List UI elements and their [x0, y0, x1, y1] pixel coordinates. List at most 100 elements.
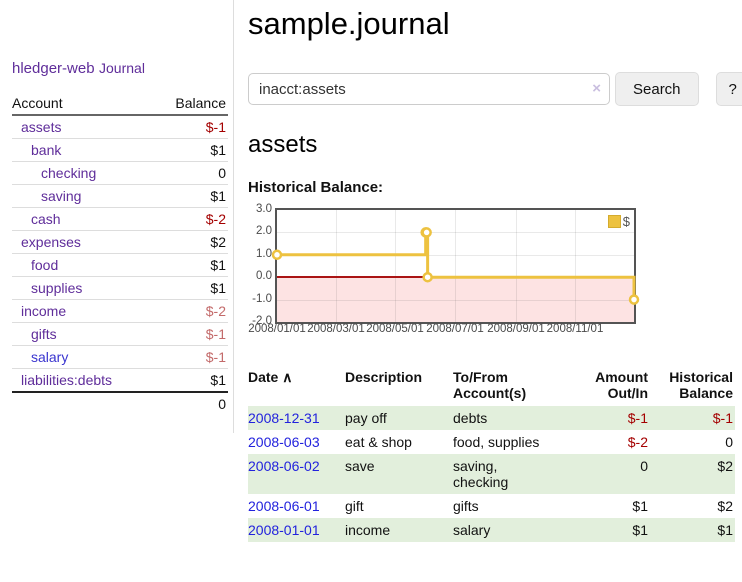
chart-heading: Historical Balance: [248, 179, 384, 196]
account-row-salary: salary $-1 [12, 345, 228, 369]
account-row-gifts: gifts $-1 [12, 322, 228, 346]
account-balance: $-1 [205, 349, 226, 365]
x-tick-label: 2008/03/01 [307, 323, 365, 335]
sidebar: hledger-web Journal Account Balance asse… [0, 0, 234, 433]
account-link-expenses[interactable]: expenses [21, 234, 81, 250]
y-tick-label: 3.0 [256, 203, 272, 215]
register-table: Date ∧ Description To/From Account(s) Am… [248, 366, 735, 542]
y-tick-label: 2.0 [256, 225, 272, 237]
x-tick-label: 2008/11/01 [546, 323, 604, 335]
account-row-saving: saving $1 [12, 184, 228, 208]
transaction-balance: $2 [717, 498, 733, 514]
plot-area: $ [271, 208, 640, 324]
account-balance: $-1 [205, 119, 226, 135]
sort-ascending-icon: ∧ [282, 369, 293, 385]
account-link-liabilities-debts[interactable]: liabilities:debts [21, 372, 113, 388]
gridline [277, 232, 634, 233]
gridline [395, 210, 396, 322]
sidebar-item-journal[interactable]: Journal [99, 60, 145, 76]
y-tick-label: -2.0 [252, 315, 272, 327]
search-form: × Search ? [248, 72, 742, 106]
register-row[interactable]: 2008-01-01 income salary $1 $1 [248, 518, 735, 542]
account-row-liabilities-debts: liabilities:debts $1 [12, 368, 228, 393]
account-row-bank: bank $1 [12, 138, 228, 162]
account-balance: $-2 [205, 211, 226, 227]
account-link-bank[interactable]: bank [31, 142, 62, 158]
legend-label: $ [622, 214, 630, 229]
account-heading: assets [248, 131, 318, 158]
account-balance: $1 [210, 280, 226, 296]
gridline [455, 210, 456, 322]
transaction-balance: $1 [717, 522, 733, 538]
clear-search-icon[interactable]: × [592, 80, 601, 97]
transaction-account-link[interactable]: debts [453, 410, 488, 426]
account-link-assets[interactable]: assets [21, 119, 62, 135]
x-tick-label: 2008/01/01 [248, 323, 306, 335]
transaction-date-link[interactable]: 2008-06-02 [248, 458, 320, 474]
help-button[interactable]: ? [715, 72, 742, 106]
transaction-description: save [345, 458, 375, 474]
account-row-assets: assets $-1 [12, 115, 228, 139]
account-link-income[interactable]: income [21, 303, 67, 319]
transaction-date-link[interactable]: 2008-01-01 [248, 522, 320, 538]
transaction-account-link[interactable]: gifts [453, 498, 479, 514]
transaction-balance: 0 [725, 434, 733, 450]
accounts-total-value: 0 [218, 396, 226, 412]
account-link-salary[interactable]: salary [31, 349, 69, 365]
register-header-amount: Amount Out/In [595, 369, 648, 401]
transaction-description: income [345, 522, 391, 538]
account-link-supplies[interactable]: supplies [31, 280, 83, 296]
account-balance: $1 [210, 372, 226, 388]
accounts-header-balance: Balance [175, 95, 226, 111]
gridline [516, 210, 517, 322]
transaction-date-link[interactable]: 2008-06-03 [248, 434, 320, 450]
account-link-gifts[interactable]: gifts [31, 326, 57, 342]
transaction-date-link[interactable]: 2008-06-01 [248, 498, 320, 514]
account-balance: 0 [218, 165, 226, 181]
transaction-date-link[interactable]: 2008-12-31 [248, 410, 320, 426]
account-balance: $-1 [205, 326, 226, 342]
account-link-food[interactable]: food [31, 257, 59, 273]
gridline [336, 210, 337, 322]
app-brand-link[interactable]: hledger-web [12, 60, 95, 77]
register-row[interactable]: 2008-06-01 gift gifts $1 $2 [248, 494, 735, 518]
transaction-account-link[interactable]: salary [453, 522, 491, 538]
account-row-income: income $-2 [12, 299, 228, 323]
transaction-account-link[interactable]: food, supplies [453, 434, 540, 450]
accounts-total-row: 0 [12, 392, 228, 415]
account-balance: $-2 [205, 303, 226, 319]
transaction-amount: $-2 [627, 434, 648, 450]
account-row-expenses: expenses $2 [12, 230, 228, 254]
y-tick-label: 1.0 [256, 248, 272, 260]
account-row-checking: checking 0 [12, 161, 228, 185]
account-link-cash[interactable]: cash [31, 211, 61, 227]
register-header-balance: Historical Balance [669, 369, 733, 401]
transaction-account-link[interactable]: saving, [453, 458, 498, 474]
transaction-account-link[interactable]: checking [453, 474, 509, 490]
register-row[interactable]: 2008-06-03 eat & shop food, supplies $-2… [248, 430, 735, 454]
account-row-food: food $1 [12, 253, 228, 277]
x-tick-label: 2008/09/01 [487, 323, 545, 335]
register-row[interactable]: 2008-06-02 save saving, checking 0 $2 [248, 454, 735, 494]
transaction-balance: $2 [717, 458, 733, 474]
transaction-amount: $-1 [627, 410, 648, 426]
account-link-saving[interactable]: saving [41, 188, 82, 204]
transaction-amount: 0 [640, 458, 648, 474]
register-row[interactable]: 2008-12-31 pay off debts $-1 $-1 [248, 406, 735, 430]
search-input[interactable] [248, 73, 610, 105]
transaction-description: pay off [345, 410, 387, 426]
y-tick-label: 0.0 [256, 270, 272, 282]
transaction-description: eat & shop [345, 434, 412, 450]
x-tick-label: 2008/07/01 [426, 323, 484, 335]
transaction-amount: $1 [632, 498, 648, 514]
register-header-date[interactable]: Date ∧ [248, 369, 293, 385]
transaction-description: gift [345, 498, 364, 514]
gridline [277, 255, 634, 256]
accounts-header-account: Account [12, 95, 63, 111]
account-balance: $1 [210, 142, 226, 158]
account-link-checking[interactable]: checking [41, 165, 97, 181]
account-balance: $1 [210, 188, 226, 204]
search-button[interactable]: Search [615, 72, 699, 106]
register-header-accounts: To/From Account(s) [453, 369, 527, 401]
accounts-balance-table: Account Balance assets $-1 bank $1 checkin… [12, 92, 228, 415]
